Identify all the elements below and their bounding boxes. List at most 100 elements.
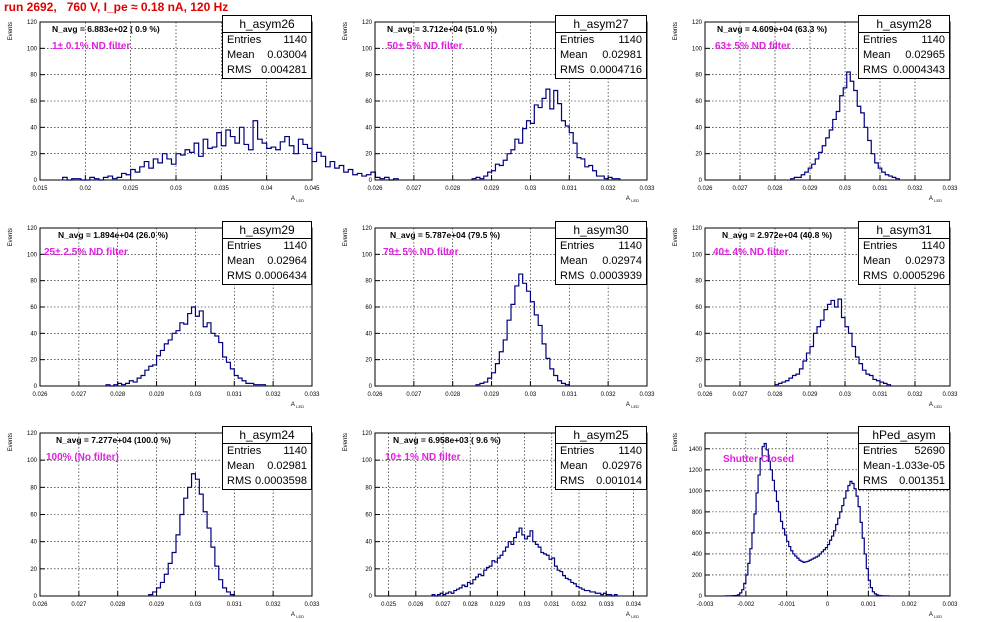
x-tick-label: 0.027 [435, 602, 451, 608]
x-tick-label: 0.033 [304, 602, 320, 608]
stats-key: Mean [863, 49, 891, 61]
stats-value: 0.0005296 [893, 270, 945, 282]
x-tick-label: 0.028 [463, 602, 479, 608]
x-tick-label: 0.025 [381, 602, 397, 608]
x-tick-label: 0.029 [149, 602, 165, 608]
y-tick-label: 80 [695, 73, 702, 79]
histogram-line [724, 442, 890, 597]
n-avg-label: N_avg = 6.958e+03 ( 9.6 %) [393, 435, 501, 445]
y-tick-label: 80 [365, 279, 372, 285]
stats-value: 0.03004 [267, 49, 307, 61]
n-avg-label: N_avg = 5.787e+04 (79.5 %) [390, 230, 501, 240]
x-tick-label: 0.032 [601, 186, 617, 192]
stats-row-mean: Mean 0.02964 [223, 254, 311, 269]
y-tick-label: 80 [365, 73, 372, 79]
filter-label: Shutter Closed [723, 454, 795, 465]
histogram-panel-h_asym29: 0.026 0.027 0.028 0.029 0.03 0.031 0.032 0.033 0… [8, 226, 320, 409]
filter-label: 10± 1% ND filter [385, 452, 461, 463]
histogram-panel-h_asym30: 0.026 0.027 0.028 0.029 0.03 0.031 0.032 0.033 0… [343, 226, 655, 409]
stats-key: RMS [863, 64, 888, 76]
y-tick-label: 100 [362, 252, 373, 258]
stats-row-mean: Mean -1.033e-05 [859, 459, 949, 474]
x-tick-label: 0.02 [79, 186, 91, 192]
y-tick-label: 100 [362, 46, 373, 52]
y-tick-label: 60 [695, 99, 702, 105]
stats-key: Entries [560, 34, 595, 46]
stats-value: 1140 [618, 34, 642, 46]
y-tick-label: 120 [362, 20, 373, 26]
x-tick-label: 0.033 [304, 392, 320, 398]
y-tick-label: 120 [27, 20, 38, 26]
x-tick-label: 0.031 [227, 602, 243, 608]
stats-value: -1.033e-05 [891, 460, 945, 472]
y-tick-label: 40 [365, 540, 372, 546]
y-tick-label: 0 [369, 384, 373, 390]
x-tick-label: 0.03 [525, 186, 537, 192]
stats-box: h_asym27 Entries 1140 Mean 0.02981 RMS 0.00047… [555, 15, 647, 79]
y-tick-label: 0 [369, 594, 373, 600]
stats-box: h_asym26 Entries 1140 Mean 0.03004 RMS 0.00428… [222, 15, 312, 79]
y-axis-label: Events [343, 22, 349, 40]
x-tick-label: 0.029 [484, 186, 500, 192]
y-tick-label: 100 [692, 46, 703, 52]
histogram-panel-h_asym28: 0.026 0.027 0.028 0.029 0.03 0.031 0.032 0.033 0… [673, 20, 958, 203]
stats-row-mean: Mean 0.02981 [556, 48, 646, 63]
x-tick-label: 0.03 [519, 602, 531, 608]
stats-row-rms: RMS 0.0003598 [223, 474, 311, 489]
stats-value: 52690 [914, 445, 945, 457]
y-tick-label: 20 [30, 567, 37, 573]
histogram-line [790, 71, 900, 180]
y-tick-label: 40 [695, 331, 702, 337]
y-tick-label: 0 [699, 384, 703, 390]
x-tick-label: 0.026 [697, 392, 713, 398]
stats-key: RMS [863, 475, 888, 487]
n-avg-label: N_avg = 7.277e+04 (100.0 %) [56, 435, 171, 445]
stats-row-mean: Mean 0.02973 [859, 254, 949, 269]
x-axis-label: A LED [291, 196, 304, 203]
x-tick-label: 0.033 [599, 602, 615, 608]
x-axis-label: A LED [929, 612, 942, 619]
stats-row-rms: RMS 0.0006434 [223, 269, 311, 284]
y-tick-label: 20 [365, 567, 372, 573]
x-tick-label: 0.031 [227, 392, 243, 398]
histogram-line [774, 298, 892, 386]
x-tick-label: 0.03 [839, 392, 851, 398]
histogram-line [475, 273, 570, 386]
stats-key: RMS [863, 270, 888, 282]
y-tick-label: 80 [30, 73, 37, 79]
stats-box: h_asym31 Entries 1140 Mean 0.02973 RMS 0.00052… [858, 221, 950, 285]
x-tick-label: 0.028 [110, 392, 126, 398]
stats-value: 1140 [618, 445, 642, 457]
x-tick-label: 0.029 [149, 392, 165, 398]
x-tick-label: 0.031 [872, 186, 888, 192]
x-tick-label: -0.001 [778, 602, 796, 608]
y-axis-label: Events [343, 433, 349, 451]
stats-row-rms: RMS 0.001351 [859, 474, 949, 489]
x-tick-label: 0.029 [802, 392, 818, 398]
stats-key: Mean [560, 460, 588, 472]
x-tick-label: 0.033 [942, 186, 958, 192]
y-axis-label: Events [673, 228, 679, 246]
stats-key: Entries [227, 445, 262, 457]
n-avg-label: N_avg = 3.712e+04 (51.0 %) [387, 24, 498, 34]
stats-key: Mean [227, 49, 255, 61]
x-tick-label: -0.002 [737, 602, 755, 608]
x-tick-label: 0.032 [907, 392, 923, 398]
stats-value: 0.0004716 [590, 64, 642, 76]
y-tick-label: 120 [27, 431, 38, 437]
stats-key: Mean [560, 255, 588, 267]
stats-row-entries: Entries 1140 [556, 239, 646, 254]
y-tick-label: 20 [365, 152, 372, 158]
x-tick-label: 0.033 [942, 392, 958, 398]
stats-value: 0.02964 [267, 255, 307, 267]
x-tick-label: 0.03 [190, 392, 202, 398]
x-tick-label: 0.027 [732, 186, 748, 192]
y-tick-label: 80 [30, 279, 37, 285]
y-tick-label: 0 [699, 178, 703, 184]
x-tick-label: 0.032 [266, 392, 282, 398]
x-tick-label: 0.032 [907, 186, 923, 192]
y-tick-label: 40 [695, 125, 702, 131]
stats-value: 1140 [283, 34, 307, 46]
x-tick-label: 0.029 [484, 392, 500, 398]
